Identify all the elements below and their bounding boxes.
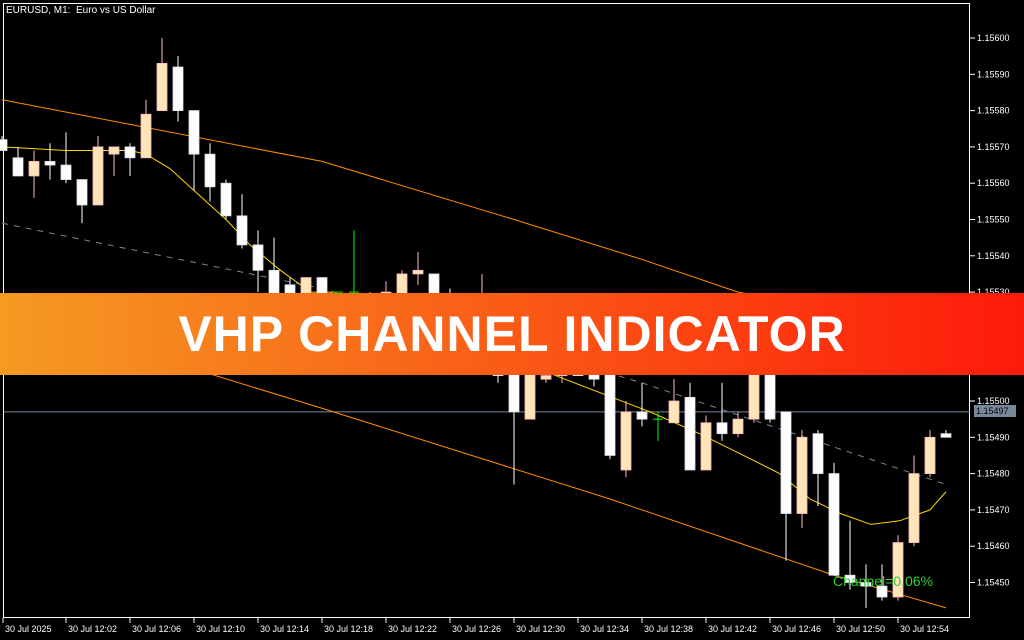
candle-bearish: [188, 110, 200, 155]
candle-bullish: [796, 436, 808, 514]
candle-bullish: [28, 161, 40, 177]
x-tick-label: 30 Jul 12:14: [260, 624, 309, 634]
x-tick-label: 30 Jul 12:22: [388, 624, 437, 634]
x-tick-label: 30 Jul 12:46: [772, 624, 821, 634]
x-tick-label: 30 Jul 12:50: [836, 624, 885, 634]
candle-bearish: [812, 433, 824, 475]
candle-bullish: [732, 418, 744, 435]
candle-bearish: [204, 153, 216, 188]
candle-bullish: [108, 146, 120, 155]
y-tick-label: 1.15450: [977, 578, 1010, 588]
candle-bullish: [156, 63, 168, 111]
y-tick-label: 1.15600: [977, 33, 1010, 43]
candle-bearish: [780, 411, 792, 514]
candle-bearish: [124, 146, 136, 159]
candle-bearish: [844, 574, 856, 583]
y-tick-label: 1.15550: [977, 215, 1010, 225]
candle-bullish: [668, 400, 680, 424]
banner-title: VHP CHANNEL INDICATOR: [178, 306, 846, 362]
channel-width-label: Channel=0.06%: [833, 573, 934, 589]
candle-bearish: [940, 433, 952, 438]
x-tick-label: 30 Jul 12:02: [68, 624, 117, 634]
x-tick-label: 30 Jul 12:42: [708, 624, 757, 634]
x-tick-label: 30 Jul 12:06: [132, 624, 181, 634]
candle-bullish: [924, 436, 936, 474]
y-tick-label: 1.15480: [977, 469, 1010, 479]
y-tick-label: 1.15560: [977, 178, 1010, 188]
x-tick-label: 30 Jul 12:18: [324, 624, 373, 634]
candle-bearish: [716, 422, 728, 435]
candle-bearish: [236, 215, 248, 246]
y-tick-label: 1.15580: [977, 106, 1010, 116]
x-tick-label: 30 Jul 12:34: [580, 624, 629, 634]
candle-bearish: [636, 411, 648, 420]
x-tick-label: 30 Jul 2025: [5, 624, 52, 634]
candle-bearish: [828, 473, 840, 576]
x-tick-label: 30 Jul 12:26: [452, 624, 501, 634]
y-tick-label: 1.15460: [977, 541, 1010, 551]
promo-banner: VHP CHANNEL INDICATOR: [0, 293, 1024, 375]
y-tick-label: 1.15540: [977, 251, 1010, 261]
y-tick-label: 1.15500: [977, 396, 1010, 406]
candle-bearish: [876, 585, 888, 598]
y-tick-label: 1.15530: [977, 287, 1010, 297]
x-tick-label: 30 Jul 12:30: [516, 624, 565, 634]
candle-bearish: [860, 582, 872, 587]
x-tick-label: 30 Jul 12:10: [196, 624, 245, 634]
x-tick-label: 30 Jul 12:54: [900, 624, 949, 634]
y-tick-label: 1.15590: [977, 69, 1010, 79]
candle-bearish: [684, 396, 696, 471]
x-tick-label: 30 Jul 12:38: [644, 624, 693, 634]
candle-bearish: [0, 139, 8, 151]
candle-bullish: [524, 371, 536, 420]
candle-bearish: [172, 66, 184, 112]
candle-bearish: [76, 179, 88, 206]
candle-bullish: [700, 422, 712, 471]
y-tick-label: 1.15470: [977, 505, 1010, 515]
candle-bullish: [92, 146, 104, 206]
candle-bearish: [252, 244, 264, 271]
candle-bearish: [12, 157, 24, 177]
y-tick-label: 1.15490: [977, 432, 1010, 442]
candle-bullish: [892, 542, 904, 598]
candle-bearish: [604, 371, 616, 456]
candle-bearish: [60, 164, 72, 180]
candle-bearish: [44, 161, 56, 166]
candle-bullish: [412, 269, 424, 275]
candle-bullish: [620, 411, 632, 471]
y-tick-label: 1.15570: [977, 142, 1010, 152]
candle-bullish: [908, 473, 920, 543]
candle-bullish: [540, 375, 552, 380]
current-price-label: 1.15497: [974, 405, 1016, 417]
candle-bullish: [140, 113, 152, 159]
candle-bearish: [220, 182, 232, 217]
chart-title: EURUSD, M1: Euro vs US Dollar: [6, 5, 156, 16]
